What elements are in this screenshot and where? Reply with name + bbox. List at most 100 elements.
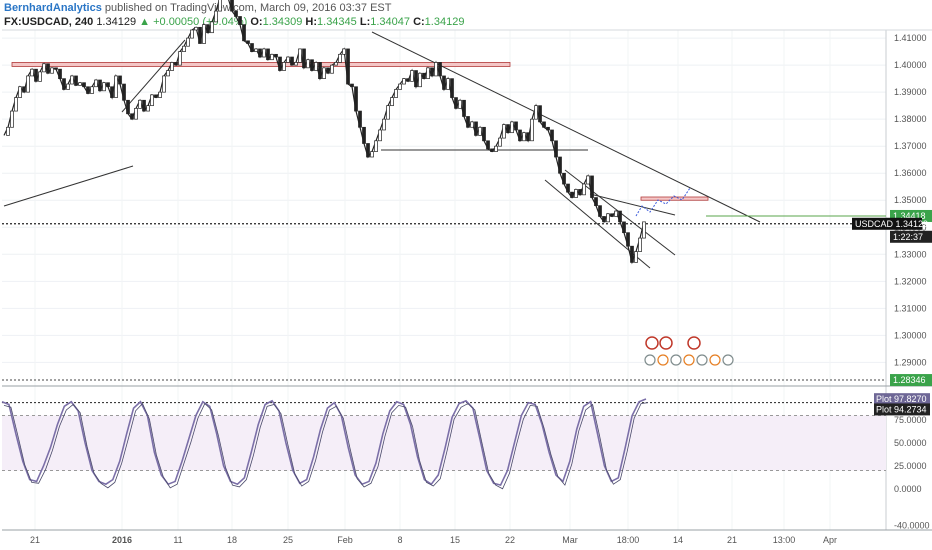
x-tick-label: 18 [227, 535, 237, 545]
countdown-text: 1:22:37 [893, 232, 923, 242]
candle [554, 140, 558, 158]
y-tick-label: 1.30000 [894, 330, 927, 340]
candle [586, 175, 590, 185]
candle [438, 62, 442, 77]
osc-y-tick-label: -40.0000 [894, 520, 930, 530]
close-label: C: [413, 16, 425, 28]
candle [186, 37, 190, 47]
publish-info: published on TradingView.com, March 09, … [104, 2, 392, 14]
y-tick-label: 1.40000 [894, 60, 927, 70]
candle [502, 124, 506, 139]
event-icon[interactable] [645, 336, 659, 350]
candle [386, 105, 390, 120]
candle [134, 108, 138, 120]
candle [250, 43, 254, 52]
candle [518, 129, 522, 142]
symbol-label: FX:USDCAD, 240 [4, 16, 94, 28]
candle [466, 116, 470, 128]
y-tick-label: 1.39000 [894, 87, 927, 97]
candle [74, 75, 78, 86]
candle [618, 210, 622, 223]
y-tick-label: 1.38000 [894, 114, 927, 124]
last-price: 1.34129 [96, 16, 137, 28]
x-tick-label: Apr [823, 535, 837, 545]
candle [198, 26, 202, 44]
event-icon[interactable] [687, 336, 701, 350]
candle [542, 121, 546, 128]
candle [218, 0, 222, 12]
trendline-rising [121, 39, 186, 113]
candle [598, 205, 602, 217]
event-icon[interactable] [659, 336, 673, 350]
candle [314, 62, 318, 71]
candle [458, 99, 462, 109]
candle [230, 0, 234, 12]
candle [590, 175, 594, 198]
candle [506, 124, 510, 134]
candle [350, 83, 354, 88]
candle [582, 183, 586, 196]
high-label: H: [305, 16, 318, 28]
event-flag-icon[interactable] [657, 354, 669, 366]
candle [86, 86, 90, 94]
candle [406, 78, 410, 82]
y-tick-label: 1.35000 [894, 195, 927, 205]
x-tick-label: 22 [505, 535, 515, 545]
osc-y-tick-label: 0.0000 [894, 484, 922, 494]
candle [234, 10, 238, 17]
candle [26, 75, 30, 93]
candle [66, 83, 70, 90]
candle [374, 140, 378, 152]
osc-y-tick-label: 75.0000 [894, 415, 927, 425]
candle [470, 121, 474, 128]
candle [94, 79, 98, 88]
candle [14, 97, 18, 112]
candle [70, 75, 74, 85]
candle [570, 191, 574, 198]
candle [246, 40, 250, 44]
candle [158, 91, 162, 98]
candle [306, 59, 310, 69]
level-tag-low [890, 374, 932, 387]
candle [262, 48, 266, 58]
candle [278, 56, 282, 71]
candle [390, 97, 394, 107]
candle [146, 105, 150, 112]
event-flag-icon[interactable] [683, 354, 695, 366]
author-name[interactable]: BernhardAnalytics [4, 2, 102, 14]
x-tick-label: 15 [450, 535, 460, 545]
candle [398, 83, 402, 90]
high-value: 1.34345 [317, 16, 357, 28]
candle [370, 151, 374, 158]
x-tick-label: 11 [173, 535, 182, 545]
candle [54, 67, 58, 70]
event-flag-icon[interactable] [709, 354, 721, 366]
change-value: +0.00050 (+0.04%) [153, 16, 248, 28]
candle [546, 126, 550, 131]
event-flag-icon[interactable] [644, 354, 656, 366]
candle [150, 94, 154, 107]
candle [414, 70, 418, 88]
channel-mid [589, 193, 676, 216]
candle [538, 105, 542, 123]
event-flag-icon[interactable] [722, 354, 734, 366]
osc-y-tick-label: 25.0000 [894, 461, 927, 471]
candle [298, 48, 302, 63]
candle [434, 62, 438, 77]
event-flag-icon[interactable] [696, 354, 708, 366]
oscillator-signal-line [3, 402, 649, 490]
candle [90, 86, 94, 94]
candle [410, 70, 414, 82]
candle [118, 75, 122, 85]
candle [194, 26, 198, 31]
y-tick-label: 1.36000 [894, 168, 927, 178]
candle [450, 78, 454, 98]
chart-header: BernhardAnalytics published on TradingVi… [4, 2, 391, 14]
candle [214, 10, 218, 23]
event-flag-icon[interactable] [670, 354, 682, 366]
candle [282, 62, 286, 71]
candle [322, 67, 326, 79]
candle [346, 48, 350, 85]
candle [530, 118, 534, 142]
